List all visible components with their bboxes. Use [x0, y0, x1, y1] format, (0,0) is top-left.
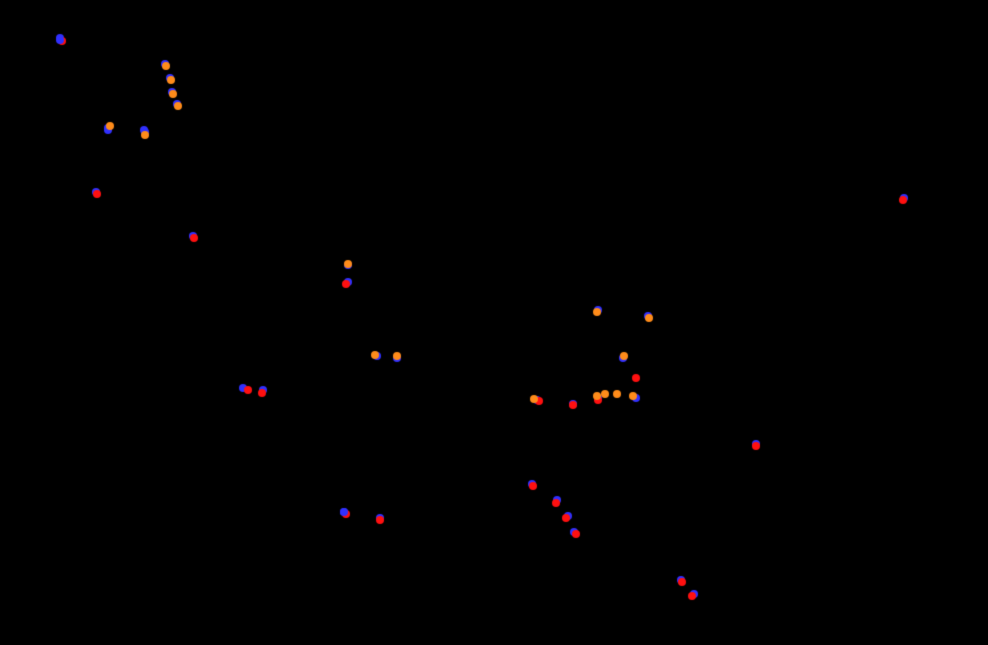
- scatter-plot-black-bg: [0, 0, 988, 645]
